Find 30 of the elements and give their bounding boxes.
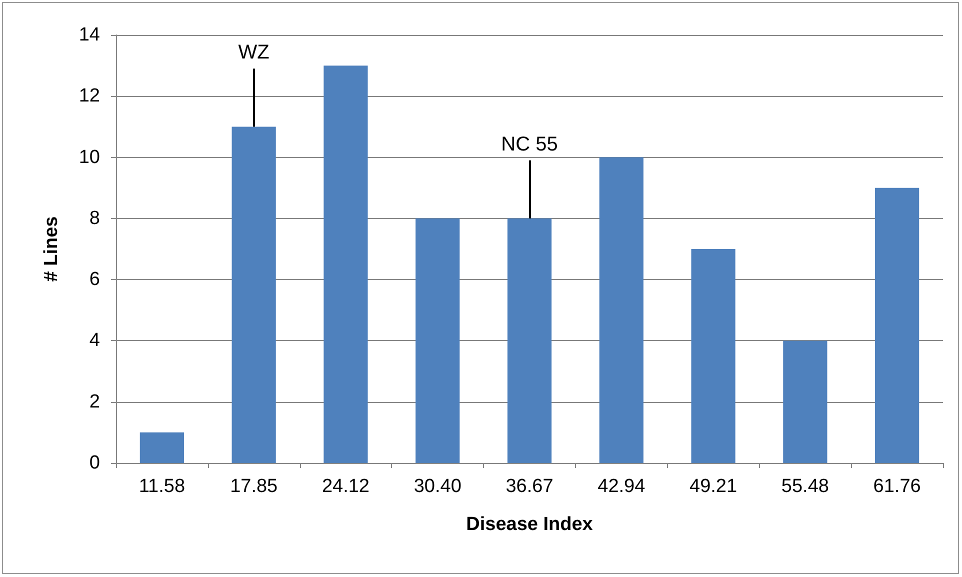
bar xyxy=(507,218,552,463)
y-tick-label: 4 xyxy=(89,330,100,352)
x-tick-label: 30.40 xyxy=(414,476,462,497)
bar xyxy=(783,340,828,463)
x-tick-label: 11.58 xyxy=(138,476,186,497)
bar xyxy=(416,218,460,463)
bar xyxy=(599,157,644,463)
y-tick-label: 8 xyxy=(89,208,100,229)
x-tick-label: 55.48 xyxy=(781,476,829,497)
x-tick-label: 24.12 xyxy=(322,476,370,497)
annotation: WZ xyxy=(238,42,270,64)
bar xyxy=(691,249,736,463)
bar xyxy=(232,126,276,463)
y-tick-label: 10 xyxy=(78,146,100,168)
bar xyxy=(140,432,184,463)
x-tick-label: 42.94 xyxy=(598,476,646,497)
y-tick-label: 0 xyxy=(89,452,100,474)
x-tick-label: 17.85 xyxy=(230,476,278,497)
y-tick-label: 14 xyxy=(78,24,100,46)
x-axis-title: Disease Index xyxy=(466,514,594,535)
y-axis-title: # Lines xyxy=(41,216,62,282)
y-tick-label: 6 xyxy=(89,269,100,290)
x-tick-label: 61.76 xyxy=(873,476,921,497)
x-tick-label: 36.67 xyxy=(506,476,554,497)
annotation: NC 55 xyxy=(501,133,558,156)
y-tick-label: 12 xyxy=(78,86,100,107)
x-tick-label: 49.21 xyxy=(690,476,738,497)
bar xyxy=(875,188,920,463)
y-tick-label: 2 xyxy=(89,391,100,412)
bar xyxy=(324,66,368,463)
